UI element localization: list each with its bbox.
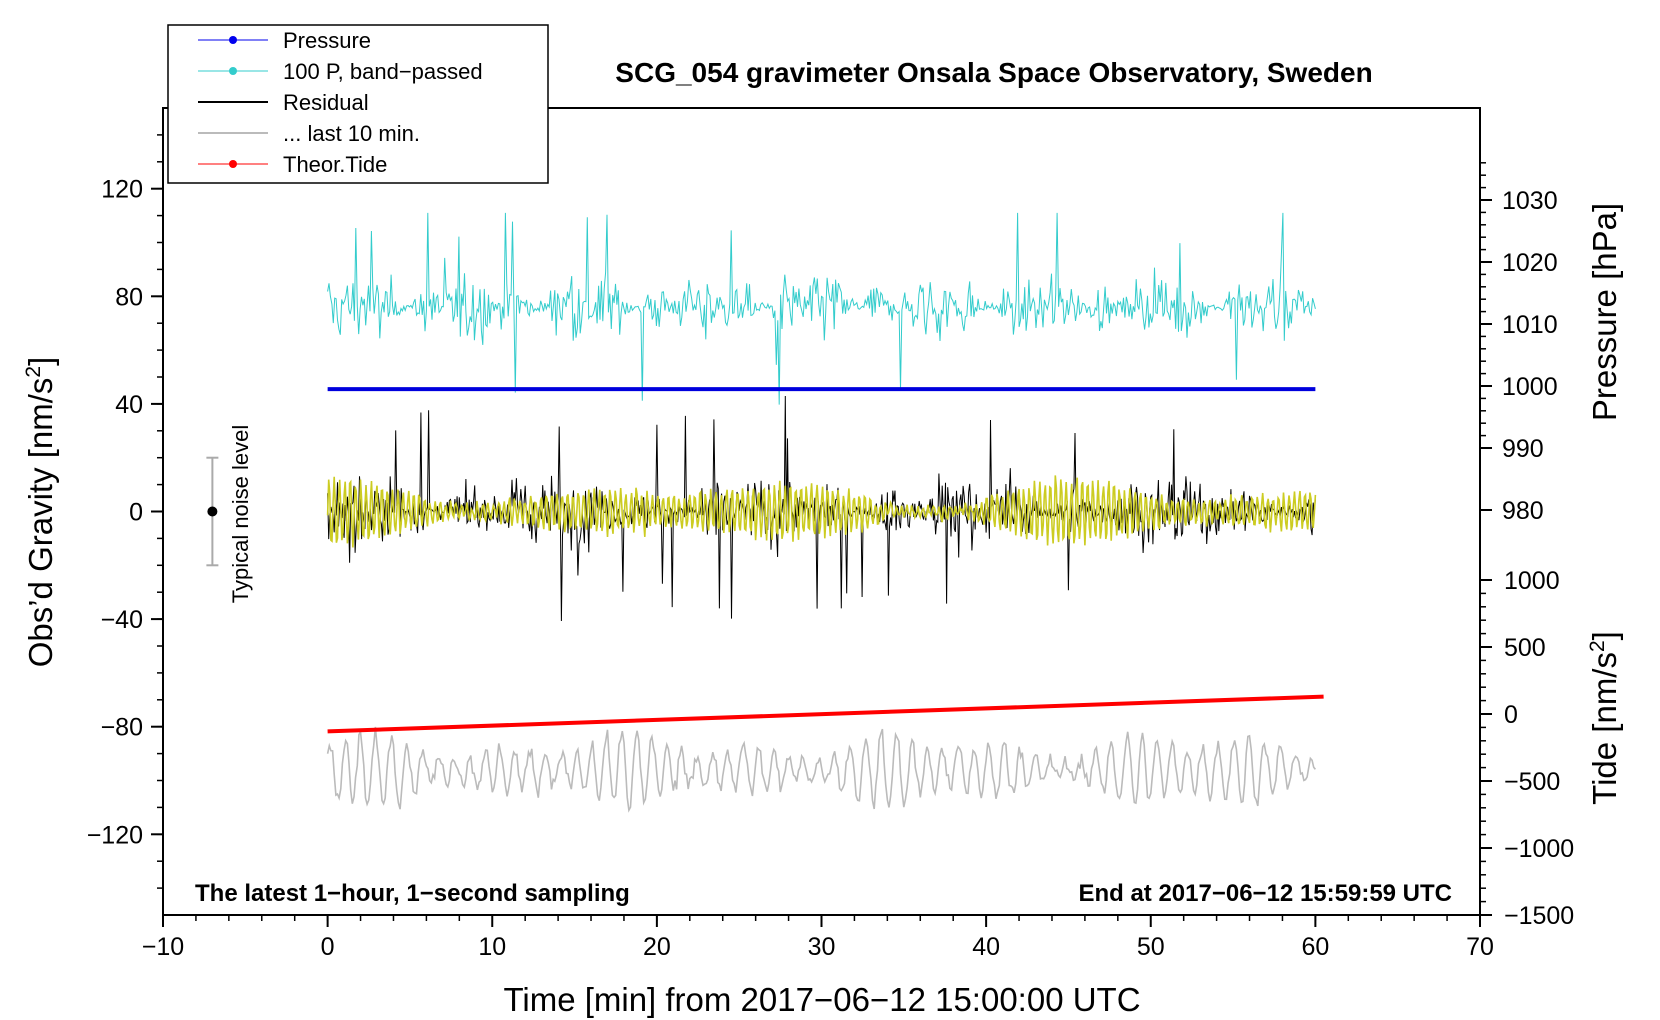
x-tick-label: 20 — [643, 933, 671, 961]
pressure-axis-title: Pressure [hPa] — [1586, 203, 1623, 421]
series-theoretical-tide — [327, 694, 1324, 734]
x-tick-label: 50 — [1137, 933, 1165, 961]
legend-label: Residual — [283, 90, 369, 115]
y-tick-label: 40 — [115, 391, 143, 419]
tide-tick-label: −1500 — [1504, 902, 1574, 930]
y-tick-label: 0 — [129, 499, 143, 527]
tide-tick-label: −500 — [1504, 768, 1560, 796]
end-time-note: End at 2017−06−12 15:59:59 UTC — [1078, 880, 1452, 907]
x-tick-label: 60 — [1301, 933, 1329, 961]
series-bandpassed-pressure — [327, 212, 1316, 405]
noise-bar-center-dot — [207, 506, 218, 517]
legend-marker — [229, 67, 237, 75]
pressure-tick-label: 1000 — [1502, 373, 1558, 401]
tide-axis-ticks: 1000 500 0 −500 −1000 −1500 — [1480, 567, 1574, 930]
legend-marker — [229, 36, 237, 44]
pressure-tick-label: 980 — [1502, 497, 1544, 525]
legend-label: ... last 10 min. — [283, 121, 420, 146]
x-axis-ticks: −10 0 10 20 30 40 50 60 70 — [142, 915, 1494, 961]
noise-level-label: Typical noise level — [228, 425, 253, 604]
x-tick-label: −10 — [142, 933, 184, 961]
x-tick-label: 10 — [478, 933, 506, 961]
legend-box — [167, 24, 549, 184]
legend-label: 100 P, band−passed — [283, 59, 483, 84]
chart-title: SCG_054 gravimeter Onsala Space Observat… — [615, 57, 1372, 88]
y-tick-label: −120 — [87, 821, 143, 849]
sampling-note: The latest 1−hour, 1−second sampling — [195, 880, 630, 907]
tide-axis-title: Tide [nm/s2] — [1586, 631, 1623, 805]
pressure-tick-label: 1010 — [1502, 311, 1558, 339]
pressure-tick-label: 1020 — [1502, 249, 1558, 277]
x-axis-title: Time [min] from 2017−06−12 15:00:00 UTC — [503, 981, 1140, 1018]
series-last-10-min — [326, 726, 1317, 813]
y-tick-label: 120 — [101, 176, 143, 204]
series-residual-filtered — [326, 475, 1317, 548]
x-tick-label: 70 — [1466, 933, 1494, 961]
legend-marker — [229, 160, 237, 168]
left-axis-title: Obs’d Gravity [nm/s2] — [22, 357, 59, 668]
left-axis-ticks: 120 80 40 0 −40 −80 −120 — [87, 134, 163, 889]
pressure-axis-ticks: 1030 1020 1010 1000 990 980 — [1480, 162, 1558, 525]
y-tick-label: −40 — [101, 606, 143, 634]
legend-label: Pressure — [283, 28, 371, 53]
y-tick-label: −80 — [101, 714, 143, 742]
tide-tick-label: 500 — [1504, 634, 1546, 662]
tide-tick-label: −1000 — [1504, 835, 1574, 863]
y-tick-label: 80 — [115, 283, 143, 311]
tide-tick-label: 0 — [1504, 701, 1518, 729]
x-tick-label: 30 — [808, 933, 836, 961]
pressure-tick-label: 1030 — [1502, 187, 1558, 215]
x-tick-label: 40 — [972, 933, 1000, 961]
legend-label: Theor.Tide — [283, 152, 387, 177]
legend: Pressure 100 P, band−passed Residual ... la… — [167, 24, 549, 184]
tide-tick-label: 1000 — [1504, 567, 1560, 595]
pressure-tick-label: 990 — [1502, 435, 1544, 463]
x-tick-label: 0 — [321, 933, 335, 961]
noise-level-bar — [206, 456, 219, 567]
series-layer — [326, 212, 1324, 813]
